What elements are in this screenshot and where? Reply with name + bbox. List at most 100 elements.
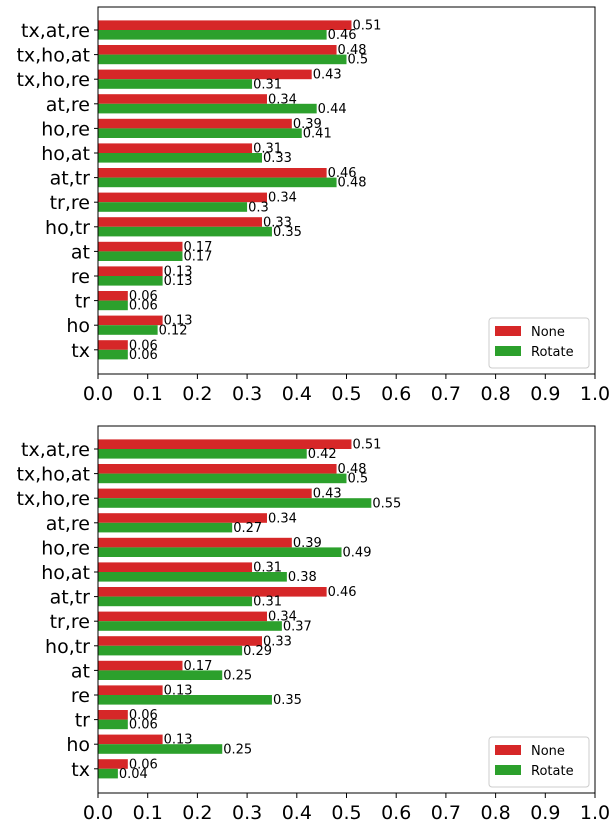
bar-none-6 <box>98 143 253 153</box>
value-label-none-13: 0.13 <box>164 733 193 748</box>
legend-label-none: None <box>531 744 565 759</box>
x-tick-label: 0.2 <box>182 802 212 824</box>
value-label-rotate-10: 0.25 <box>223 669 252 684</box>
value-label-rotate-5: 0.41 <box>303 127 332 142</box>
value-label-rotate-5: 0.49 <box>343 546 372 561</box>
category-label: ho,tr <box>45 217 90 239</box>
bar-rotate-11 <box>98 276 163 286</box>
x-tick-label: 0.8 <box>480 383 510 405</box>
category-label: re <box>71 685 90 707</box>
x-tick-label: 0.0 <box>83 802 113 824</box>
value-label-rotate-9: 0.29 <box>243 644 272 659</box>
category-label: ho,at <box>41 562 90 584</box>
value-label-rotate-2: 0.5 <box>348 472 369 487</box>
value-label-rotate-1: 0.46 <box>328 28 357 43</box>
bar-none-7 <box>98 587 327 597</box>
bar-none-13 <box>98 734 163 745</box>
legend-swatch-none <box>495 326 521 336</box>
value-label-rotate-8: 0.3 <box>248 200 269 215</box>
category-label: at <box>71 241 90 263</box>
bar-rotate-13 <box>98 744 223 754</box>
bar-none-3 <box>98 488 312 499</box>
value-label-none-8: 0.34 <box>268 610 297 625</box>
value-label-rotate-9: 0.35 <box>273 225 302 240</box>
bar-rotate-4 <box>98 522 233 533</box>
bar-none-8 <box>98 611 267 622</box>
value-label-none-14: 0.06 <box>129 338 158 353</box>
bar-rotate-3 <box>98 498 372 508</box>
bar-rotate-6 <box>98 572 287 582</box>
bar-none-5 <box>98 118 292 129</box>
legend-label-rotate: Rotate <box>531 345 574 360</box>
x-tick-label: 0.1 <box>133 802 163 824</box>
value-label-none-12: 0.06 <box>129 289 158 304</box>
bar-rotate-14 <box>98 768 118 779</box>
category-label: tr,re <box>50 611 90 633</box>
x-tick-label: 0.5 <box>331 802 361 824</box>
bar-rotate-8 <box>98 621 282 631</box>
value-label-rotate-14: 0.06 <box>129 348 158 363</box>
bar-none-11 <box>98 685 163 695</box>
value-label-rotate-13: 0.12 <box>159 323 188 338</box>
bar-none-4 <box>98 513 267 523</box>
value-label-none-14: 0.06 <box>129 757 158 772</box>
bar-rotate-14 <box>98 349 128 360</box>
category-label: at <box>71 660 90 682</box>
value-label-none-9: 0.33 <box>263 215 292 230</box>
value-label-none-6: 0.31 <box>253 561 282 576</box>
value-label-none-9: 0.33 <box>263 634 292 649</box>
value-label-none-3: 0.43 <box>313 68 342 83</box>
category-label: tr,re <box>50 192 90 214</box>
value-label-rotate-11: 0.35 <box>273 693 302 708</box>
value-label-none-4: 0.34 <box>268 511 297 526</box>
bar-rotate-6 <box>98 153 263 163</box>
bar-none-13 <box>98 315 163 326</box>
category-label: tx,ho,re <box>16 488 90 510</box>
bar-rotate-3 <box>98 79 253 89</box>
category-label: ho <box>66 734 90 756</box>
bar-none-10 <box>98 660 183 671</box>
value-label-rotate-12: 0.06 <box>129 299 158 314</box>
bar-none-12 <box>98 291 128 301</box>
bar-rotate-12 <box>98 719 128 730</box>
bar-none-11 <box>98 266 163 276</box>
value-label-rotate-6: 0.33 <box>263 151 292 166</box>
value-label-rotate-7: 0.48 <box>338 176 367 191</box>
x-tick-label: 0.7 <box>431 383 461 405</box>
bar-none-6 <box>98 562 253 572</box>
x-tick-label: 0.4 <box>282 802 312 824</box>
category-label: tx,ho,at <box>16 464 90 486</box>
category-label: at,re <box>46 94 90 116</box>
value-label-rotate-2: 0.5 <box>348 53 369 68</box>
bar-rotate-9 <box>98 645 243 656</box>
chart-panel-1: 0.51 0.48 0.43 0.34 0.39 0.31 0.46 0.34 0.33 0.17… <box>16 6 610 405</box>
value-label-rotate-4: 0.27 <box>233 521 262 536</box>
bar-none-12 <box>98 710 128 720</box>
bar-none-1 <box>98 439 352 449</box>
bar-none-2 <box>98 45 337 55</box>
value-label-rotate-13: 0.25 <box>223 742 252 757</box>
value-label-none-10: 0.17 <box>183 659 212 674</box>
legend-swatch-rotate <box>495 765 521 775</box>
bar-rotate-13 <box>98 325 158 335</box>
x-tick-label: 0.6 <box>381 383 411 405</box>
legend-label-rotate: Rotate <box>531 764 574 779</box>
category-label: tr <box>75 710 90 732</box>
bar-none-1 <box>98 20 352 30</box>
bar-rotate-11 <box>98 695 272 705</box>
bar-none-2 <box>98 464 337 474</box>
value-label-none-5: 0.39 <box>293 536 322 551</box>
legend-swatch-none <box>495 745 521 755</box>
category-label: at,tr <box>50 587 91 609</box>
x-tick-label: 0.8 <box>480 802 510 824</box>
category-label: tx <box>71 340 90 362</box>
bar-rotate-7 <box>98 596 253 607</box>
category-label: tx,at,re <box>21 439 90 461</box>
value-label-none-8: 0.34 <box>268 191 297 206</box>
value-label-none-5: 0.39 <box>293 117 322 132</box>
bar-rotate-12 <box>98 300 128 311</box>
category-label: tx,ho,at <box>16 45 90 67</box>
value-label-none-10: 0.17 <box>183 240 212 255</box>
value-label-none-13: 0.13 <box>164 314 193 329</box>
value-label-none-2: 0.48 <box>338 43 367 58</box>
